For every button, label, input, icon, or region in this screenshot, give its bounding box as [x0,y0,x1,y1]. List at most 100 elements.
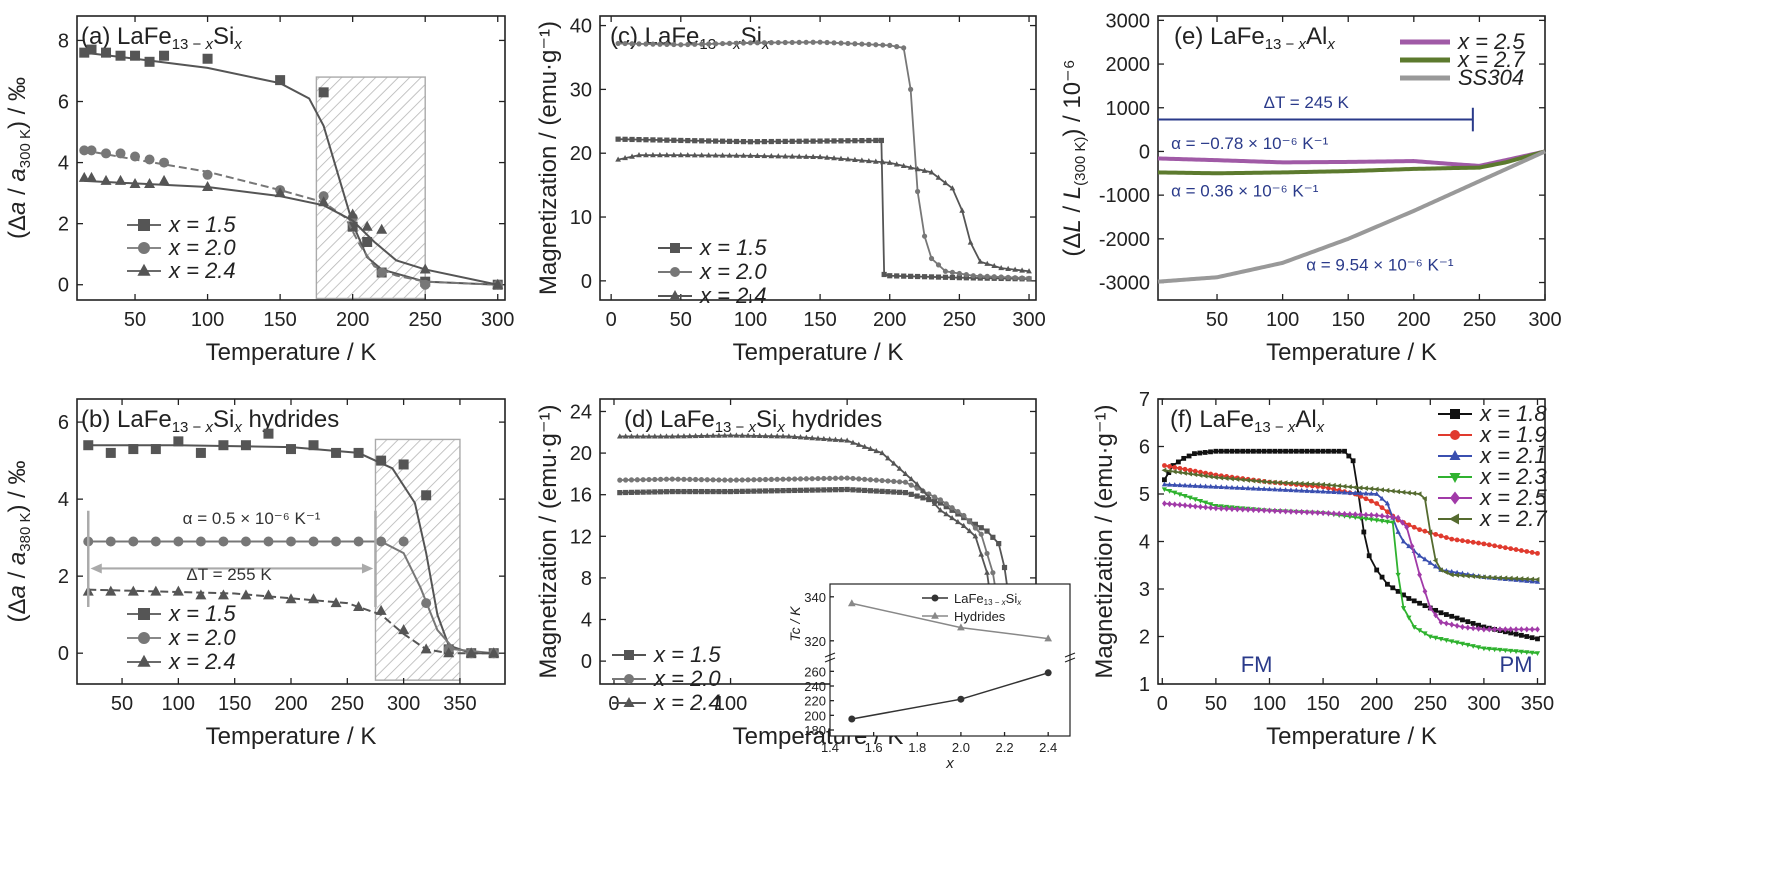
legend-label: x = 1.5 [168,212,236,237]
data-point [1245,448,1251,454]
data-point [894,44,900,50]
data-point [1166,481,1173,487]
data-point [867,488,874,494]
data-point [880,42,886,48]
data-point [908,86,914,92]
data-point [1497,626,1503,633]
data-point [751,432,757,438]
data-point [1460,538,1465,544]
data-point [897,489,903,495]
data-point [914,273,921,280]
data-point [914,493,920,499]
data-point [991,274,997,280]
data-point [1400,538,1407,544]
data-point [636,41,642,47]
data-point [774,433,781,439]
panel-title: (b) LaFe13 − xSix hydrides [81,406,339,436]
data-point [1197,483,1204,489]
data-point [1508,630,1514,636]
data-point [650,41,656,47]
data-point [928,274,935,280]
inset-y-tick-label: 200 [804,708,826,723]
data-point [678,137,684,144]
axis-break [824,657,836,663]
data-point [1443,535,1449,540]
inset-x-tick-label: 1.6 [865,740,883,755]
y-tick-label: 4 [58,489,69,511]
data-point [727,488,734,495]
data-point [1255,478,1261,484]
data-point [1187,495,1193,501]
data-point [1529,576,1535,582]
data-point [1320,488,1326,494]
data-point [775,39,781,46]
data-point [677,152,684,158]
y-tick-label: 1000 [1106,98,1151,120]
data-point [1395,572,1401,578]
data-point [978,531,984,537]
data-point [617,477,623,483]
data-point [761,138,767,145]
data-point [1192,483,1198,488]
data-point [796,153,803,159]
data-point [1277,448,1283,454]
data-point [376,223,388,234]
data-point [1400,606,1407,611]
data-point [115,50,126,61]
data-point [942,179,949,186]
data-point [782,138,788,145]
data-point [890,460,897,466]
data-point [1363,490,1369,496]
data-point [879,477,885,484]
data-point [105,536,116,547]
series-line [618,41,1030,280]
data-point [362,236,373,247]
data-point [1475,645,1482,651]
data-point [1166,488,1173,494]
data-point [1352,511,1358,518]
data-point [1234,484,1240,490]
data-point [671,41,677,48]
data-point [1492,543,1498,549]
data-point [1481,541,1487,547]
data-point [984,528,990,534]
data-point [671,137,677,143]
data-point [684,152,691,158]
data-point [623,489,629,496]
data-point [914,481,920,487]
data-point [1282,487,1289,492]
data-point [739,432,746,438]
data-point [937,497,944,503]
data-point [1277,479,1283,486]
data-point [1475,574,1481,580]
data-point [1470,621,1476,626]
data-point [1202,450,1208,455]
data-point [956,275,962,281]
data-point [949,505,955,511]
data-point [1357,490,1364,496]
data-point [803,153,810,159]
data-point [617,490,623,496]
data-point [1026,275,1032,281]
data-point [376,536,387,547]
data-point [1422,496,1427,502]
data-point [1368,490,1374,496]
data-point [1341,483,1347,490]
data-point [978,525,984,531]
data-point [1389,488,1395,494]
inset-legend-marker [931,611,939,619]
data-point [1172,501,1178,508]
data-point [1492,626,1498,633]
data-point [879,488,885,494]
x-axis-label: Temperature / K [1266,723,1437,750]
data-point [774,476,780,482]
data-point [1438,610,1444,616]
data-point [706,138,712,144]
panel-title: (f) LaFe13 − xAlx [1170,406,1325,436]
data-point [1187,467,1193,473]
data-point [1524,626,1530,633]
data-point [195,536,206,547]
data-point [353,447,364,458]
data-point [640,489,646,495]
data-point [862,487,868,494]
